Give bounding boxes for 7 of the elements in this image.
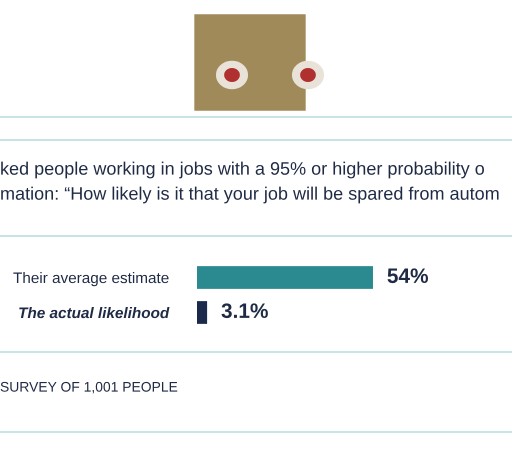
text: SURVEY OF 1,001 PEOPLE	[0, 382, 178, 394]
chart-subtitle: mation: “How likely is it that your job will be spared from autom	[1, 186, 499, 204]
y-tick-label: The actual likelihood	[19, 306, 170, 318]
data-label: 54%	[388, 268, 428, 284]
chart-title: ked people working in jobs with a 95% or higher probability o	[1, 162, 484, 178]
data-label: 3.1%	[221, 303, 268, 318]
y-tick-label: Their average estimate	[13, 272, 169, 286]
